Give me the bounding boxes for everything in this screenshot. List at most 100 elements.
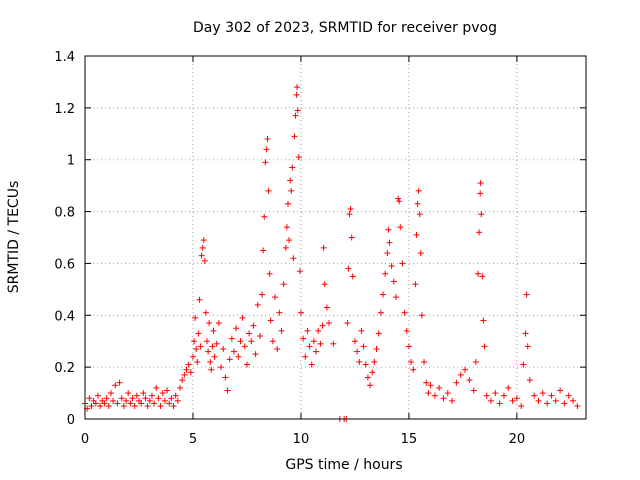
- data-point: [440, 395, 447, 402]
- data-point: [209, 343, 216, 350]
- data-point: [477, 190, 484, 197]
- data-point: [472, 358, 479, 365]
- data-point: [199, 244, 206, 251]
- data-point: [386, 239, 393, 246]
- y-tick-label: 0.6: [54, 257, 75, 272]
- plot-frame: [84, 55, 587, 420]
- data-point: [380, 291, 387, 298]
- data-point: [296, 268, 303, 275]
- data-point: [418, 312, 425, 319]
- data-point: [480, 317, 487, 324]
- data-point: [509, 397, 516, 404]
- data-point: [194, 358, 201, 365]
- data-point: [201, 257, 208, 264]
- data-point: [415, 187, 422, 194]
- x-tick-label: 20: [509, 432, 526, 447]
- data-point: [319, 322, 326, 329]
- data-point: [118, 395, 125, 402]
- data-point: [388, 263, 395, 270]
- data-point: [144, 403, 151, 410]
- data-point: [356, 358, 363, 365]
- data-point: [367, 382, 374, 389]
- data-point: [531, 392, 538, 399]
- data-point: [151, 400, 158, 407]
- data-point: [170, 403, 177, 410]
- data-point: [496, 400, 503, 407]
- data-point: [155, 395, 162, 402]
- data-point: [222, 374, 229, 381]
- data-point: [323, 304, 330, 311]
- data-point: [101, 400, 108, 407]
- data-point: [354, 348, 361, 355]
- data-point: [172, 392, 179, 399]
- data-point: [254, 301, 261, 308]
- data-point: [224, 387, 231, 394]
- data-point: [239, 314, 246, 321]
- data-point: [295, 154, 302, 161]
- data-point: [492, 390, 499, 397]
- data-point: [548, 392, 555, 399]
- data-point: [453, 379, 460, 386]
- data-point: [211, 353, 218, 360]
- data-point: [369, 369, 376, 376]
- data-point: [403, 327, 410, 334]
- data-point: [315, 327, 322, 334]
- y-tick-label: 0.8: [54, 206, 75, 221]
- data-point: [292, 112, 299, 119]
- data-point: [205, 348, 212, 355]
- data-point: [483, 392, 490, 399]
- data-point: [88, 403, 95, 410]
- data-point: [200, 237, 207, 244]
- data-point: [436, 384, 443, 391]
- data-point: [125, 390, 132, 397]
- data-point: [377, 309, 384, 316]
- axis-ticks: 0 0.2 0.4 0.6 0.8 1 1.2 1.4 0 5 10 15 20: [54, 50, 586, 447]
- data-point: [476, 229, 483, 236]
- data-point: [449, 397, 456, 404]
- data-point: [166, 400, 173, 407]
- data-point: [410, 366, 417, 373]
- data-point: [107, 390, 114, 397]
- data-point: [487, 397, 494, 404]
- data-point: [193, 345, 200, 352]
- data-point: [181, 371, 188, 378]
- data-point: [105, 403, 112, 410]
- data-point: [192, 314, 199, 321]
- data-point: [164, 387, 171, 394]
- data-point: [142, 395, 149, 402]
- data-point: [320, 244, 327, 251]
- data-point: [120, 403, 127, 410]
- data-point: [330, 340, 337, 347]
- data-point: [161, 397, 168, 404]
- data-point: [278, 327, 285, 334]
- data-point: [114, 400, 121, 407]
- data-point: [262, 159, 269, 166]
- data-point: [425, 390, 432, 397]
- data-point: [146, 397, 153, 404]
- data-point: [183, 366, 190, 373]
- data-point: [345, 265, 352, 272]
- y-tick-label: 0.4: [54, 309, 75, 324]
- data-point: [264, 135, 271, 142]
- data-point: [399, 260, 406, 267]
- data-point: [280, 281, 287, 288]
- data-point: [206, 320, 213, 327]
- data-point: [215, 320, 222, 327]
- data-point: [384, 250, 391, 257]
- data-point: [313, 348, 320, 355]
- data-point: [283, 224, 290, 231]
- data-point: [282, 244, 289, 251]
- data-point: [290, 255, 297, 262]
- data-point: [392, 294, 399, 301]
- data-point: [288, 187, 295, 194]
- data-point: [306, 343, 313, 350]
- data-point: [202, 309, 209, 316]
- data-point: [191, 338, 198, 345]
- data-point: [457, 371, 464, 378]
- chart-title: Day 302 of 2023, SRMTID for receiver pvo…: [193, 20, 497, 36]
- data-point: [421, 358, 428, 365]
- data-point: [539, 390, 546, 397]
- data-point: [414, 200, 421, 207]
- data-point: [321, 281, 328, 288]
